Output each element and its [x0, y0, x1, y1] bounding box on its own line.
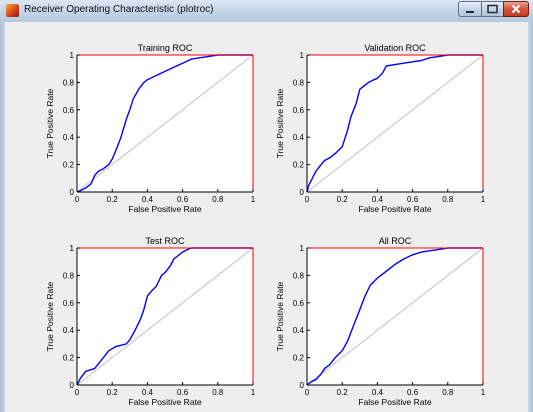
roc-panel-1: 0 0.2 0.4 0.6 0.8 1 0 0.2 0.4 0.6 0.8 1 Training ROC… — [45, 43, 256, 214]
y-tick-label: 0.6 — [293, 299, 305, 308]
y-tick-label: 0.4 — [63, 326, 75, 335]
y-tick-label: 0 — [70, 381, 75, 390]
y-tick-label: 1 — [300, 51, 305, 60]
roc-curve — [306, 247, 483, 386]
y-tick-label: 0.8 — [293, 78, 305, 87]
y-tick-label: 0.8 — [63, 78, 75, 87]
y-tick-label: 0.6 — [63, 299, 75, 308]
close-button[interactable] — [503, 1, 529, 17]
diagonal-line — [306, 54, 484, 193]
diagonal-line — [76, 54, 254, 193]
plot-title: Test ROC — [145, 236, 185, 246]
x-tick-label: 0.8 — [212, 388, 224, 397]
y-tick-label: 0.2 — [293, 354, 305, 363]
x-tick-label: 0.8 — [442, 388, 454, 397]
x-tick-label: 0.2 — [337, 388, 349, 397]
x-tick-label: 0.4 — [372, 195, 384, 204]
title-bar[interactable]: Receiver Operating Characteristic (plotr… — [0, 0, 533, 22]
x-tick-label: 0.6 — [407, 195, 419, 204]
matlab-icon — [6, 4, 19, 17]
x-tick-label: 1 — [481, 388, 486, 397]
y-tick-label: 0.8 — [293, 271, 305, 280]
plot-title: Training ROC — [138, 43, 193, 53]
diagonal-line — [306, 247, 484, 386]
y-tick-label: 0.4 — [293, 133, 305, 142]
y-tick-label: 0.6 — [293, 106, 305, 115]
roc-curve — [76, 54, 253, 193]
x-tick-label: 0.2 — [107, 388, 119, 397]
plot-title: Validation ROC — [364, 43, 426, 53]
y-axis-label: True Positive Rate — [45, 281, 55, 351]
y-tick-label: 0.6 — [63, 106, 75, 115]
x-tick-label: 0.8 — [442, 195, 454, 204]
y-tick-label: 0.8 — [63, 271, 75, 280]
x-axis-label: False Positive Rate — [128, 397, 201, 407]
y-tick-label: 0.2 — [63, 161, 75, 170]
maximize-button[interactable] — [481, 1, 504, 17]
y-tick-label: 0.4 — [63, 133, 75, 142]
diagonal-line — [76, 247, 254, 386]
y-tick-label: 1 — [300, 244, 305, 253]
x-tick-label: 1 — [481, 195, 486, 204]
plot-title: All ROC — [379, 236, 412, 246]
maximize-icon — [487, 4, 498, 14]
window-title: Receiver Operating Characteristic (plotr… — [24, 4, 214, 15]
y-tick-label: 0 — [300, 188, 305, 197]
x-tick-label: 0.8 — [212, 195, 224, 204]
x-axis-label: False Positive Rate — [128, 204, 201, 214]
window-left-border — [0, 22, 5, 412]
y-axis-label: True Positive Rate — [275, 88, 285, 158]
y-tick-label: 1 — [70, 244, 75, 253]
x-axis-label: False Positive Rate — [358, 204, 431, 214]
x-tick-label: 0.4 — [372, 388, 384, 397]
x-tick-label: 0.6 — [177, 388, 189, 397]
window-right-border — [528, 22, 533, 412]
x-tick-label: 0.6 — [407, 388, 419, 397]
y-axis-label: True Positive Rate — [45, 88, 55, 158]
x-tick-label: 0.2 — [107, 195, 119, 204]
y-tick-label: 0.4 — [293, 326, 305, 335]
roc-curve — [306, 54, 483, 193]
close-icon — [511, 4, 521, 14]
x-tick-label: 0 — [75, 195, 80, 204]
y-tick-label: 0 — [70, 188, 75, 197]
x-tick-label: 0.4 — [142, 195, 154, 204]
x-axis-label: False Positive Rate — [358, 397, 431, 407]
x-tick-label: 0.6 — [177, 195, 189, 204]
roc-panel-2: 0 0.2 0.4 0.6 0.8 1 0 0.2 0.4 0.6 0.8 1 Validation R… — [275, 43, 486, 214]
minimize-icon — [466, 11, 474, 13]
x-tick-label: 0.2 — [337, 195, 349, 204]
x-tick-label: 0 — [305, 388, 310, 397]
x-tick-label: 0.4 — [142, 388, 154, 397]
x-tick-label: 1 — [251, 195, 256, 204]
roc-panel-4: 0 0.2 0.4 0.6 0.8 1 0 0.2 0.4 0.6 0.8 1 All ROC False… — [275, 236, 486, 407]
y-tick-label: 1 — [70, 51, 75, 60]
y-tick-label: 0.2 — [63, 354, 75, 363]
x-tick-label: 1 — [251, 388, 256, 397]
x-tick-label: 0 — [75, 388, 80, 397]
y-axis-label: True Positive Rate — [275, 281, 285, 351]
y-tick-label: 0.2 — [293, 161, 305, 170]
y-tick-label: 0 — [300, 381, 305, 390]
roc-curve — [76, 247, 253, 386]
roc-panel-3: 0 0.2 0.4 0.6 0.8 1 0 0.2 0.4 0.6 0.8 1 Test ROC Fals… — [45, 236, 256, 407]
x-tick-label: 0 — [305, 195, 310, 204]
